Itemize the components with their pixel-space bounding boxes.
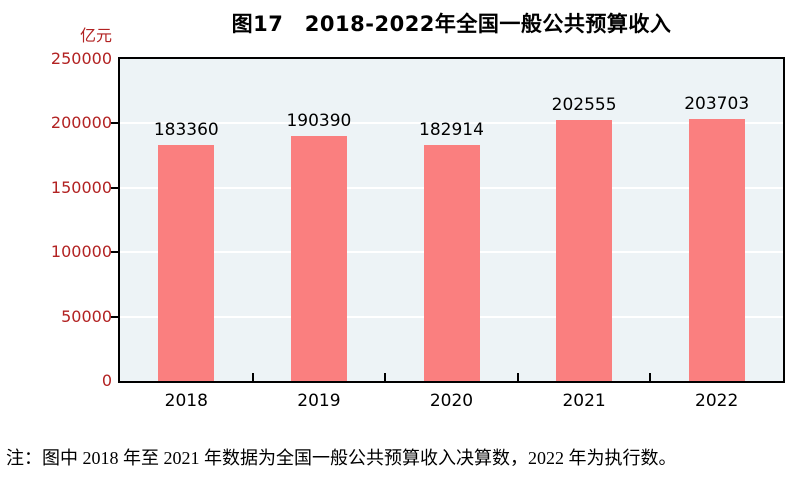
y-axis-tick [111, 186, 118, 189]
x-tick-label: 2021 [562, 391, 606, 411]
y-tick-label: 0 [101, 371, 112, 390]
bar-value-label: 183360 [153, 119, 219, 140]
x-tick-label: 2022 [695, 391, 739, 411]
bar-2020 [423, 145, 480, 381]
y-tick-label: 200000 [50, 113, 112, 133]
x-axis-tick [384, 373, 387, 381]
chart-note: 注：图中 2018 年至 2021 年数据为全国一般公共预算收入决算数，2022… [6, 448, 677, 468]
x-tick-label: 2020 [429, 391, 474, 411]
y-tick-label: 50000 [61, 306, 112, 326]
bar-value-label: 190390 [286, 110, 352, 131]
chart-title: 图17 2018-2022年全国一般公共预算收入 [231, 12, 672, 36]
bar-2021 [556, 120, 613, 381]
y-tick-label: 150000 [50, 177, 112, 197]
x-axis-tick [251, 373, 254, 381]
y-axis-tick [111, 251, 118, 254]
y-tick-label: 250000 [50, 49, 112, 68]
bar-2022 [688, 118, 745, 381]
gridline [120, 122, 783, 125]
x-axis-tick [649, 373, 652, 381]
x-axis-labels: 2018 2019 2020 2021 2022 [120, 391, 783, 411]
bar-2018 [158, 144, 215, 381]
y-axis-unit-label: 亿元 [79, 26, 112, 45]
y-axis-tick [111, 122, 118, 125]
bar-value-label: 202555 [551, 95, 617, 116]
bar-value-label: 203703 [684, 93, 750, 114]
x-axis-tick [516, 373, 519, 381]
plot-area: 183360 190390 182914 202555 203703 [118, 57, 785, 383]
x-tick-label: 2018 [164, 391, 208, 411]
y-axis-tick [111, 315, 118, 318]
y-tick-label: 100000 [50, 242, 112, 262]
bar-value-label: 182914 [419, 120, 484, 141]
x-tick-label: 2019 [297, 391, 341, 411]
bar-2019 [290, 135, 347, 381]
